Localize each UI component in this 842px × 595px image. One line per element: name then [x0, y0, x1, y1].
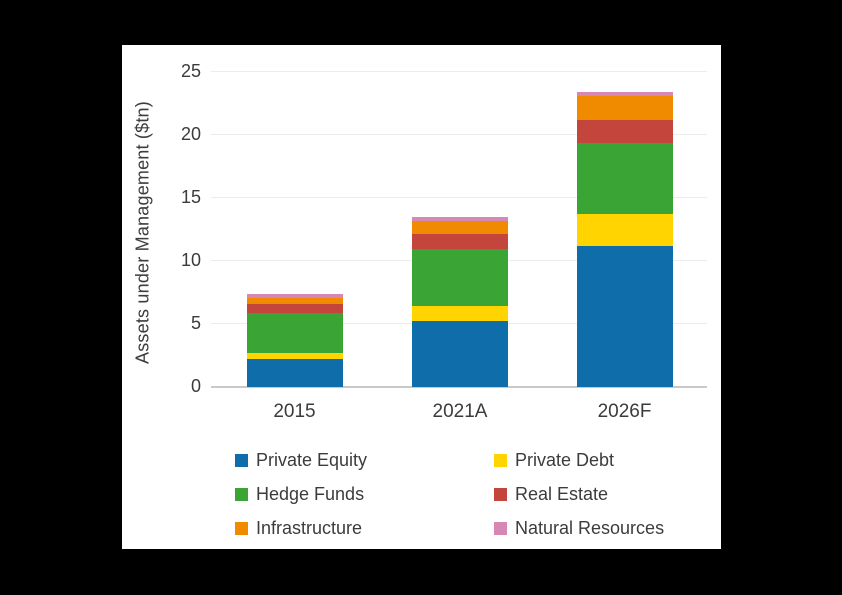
legend-label-hedge-funds: Hedge Funds: [256, 484, 365, 504]
bar-segment-2015-private-equity: [246, 358, 343, 388]
bar-segment-2026f-natural-resources: [576, 92, 673, 96]
legend-swatch-icon-infrastructure: [235, 522, 248, 535]
bar-segment-2015-private-debt: [246, 353, 343, 359]
y-tick-label-10: 10: [180, 250, 201, 270]
bar-segment-2015-infrastructure: [246, 298, 343, 304]
bar-segment-2021a-hedge-funds: [412, 248, 508, 306]
legend-label-infrastructure: Infrastructure: [256, 518, 363, 538]
bar-segment-2021a-real-estate: [412, 234, 508, 249]
legend-label-private-equity: Private Equity: [256, 450, 368, 470]
legend-swatch-icon-hedge-funds: [235, 488, 248, 501]
legend-label-real-estate: Real Estate: [515, 484, 609, 504]
x-axis-label-2021a: 2021A: [432, 401, 488, 422]
legend-swatch-icon-natural-resources: [494, 522, 507, 535]
legend-swatch-icon-real-estate: [494, 488, 507, 501]
legend-item-private-equity: Private Equity: [235, 450, 367, 471]
legend-item-infrastructure: Infrastructure: [235, 518, 362, 539]
bar-segment-2021a-private-debt: [412, 305, 508, 321]
legend-swatch-icon-private-debt: [494, 454, 507, 467]
legend-swatch-icon-private-equity: [235, 454, 248, 467]
legend-label-private-debt: Private Debt: [515, 450, 615, 470]
gridline-25: [211, 70, 707, 72]
bar-segment-2021a-natural-resources: [412, 216, 508, 221]
gridline-20: [211, 133, 707, 135]
gridline-15: [211, 196, 707, 198]
bar-segment-2026f-real-estate: [576, 119, 673, 144]
bar-segment-2015-hedge-funds: [246, 313, 343, 354]
bar-segment-2026f-infrastructure: [576, 95, 673, 120]
bar-segment-2021a-private-equity: [412, 320, 508, 388]
x-axis-label-2026f: 2026F: [597, 401, 652, 422]
legend-item-hedge-funds: Hedge Funds: [235, 484, 364, 505]
y-tick-label-15: 15: [180, 187, 201, 207]
bar-segment-2015-real-estate: [246, 303, 343, 314]
y-tick-label-25: 25: [180, 61, 201, 81]
x-axis-label-2015: 2015: [273, 401, 316, 422]
chart-panel: Assets under Management ($tn) 0 5 10 15 20 25…: [122, 45, 721, 549]
y-tick-label-5: 5: [190, 313, 201, 333]
y-tick-label-0: 0: [190, 376, 201, 396]
bar-segment-2021a-infrastructure: [412, 220, 508, 235]
legend-label-natural-resources: Natural Resources: [515, 518, 665, 538]
legend-item-private-debt: Private Debt: [494, 450, 614, 471]
y-axis-title: Assets under Management ($tn): [132, 101, 153, 365]
bar-segment-2026f-hedge-funds: [576, 143, 673, 214]
y-tick-label-20: 20: [180, 124, 201, 144]
bar-segment-2026f-private-equity: [576, 246, 673, 388]
bar-segment-2015-natural-resources: [246, 294, 343, 299]
legend-item-natural-resources: Natural Resources: [494, 518, 664, 539]
bar-segment-2026f-private-debt: [576, 213, 673, 247]
legend-item-real-estate: Real Estate: [494, 484, 608, 505]
